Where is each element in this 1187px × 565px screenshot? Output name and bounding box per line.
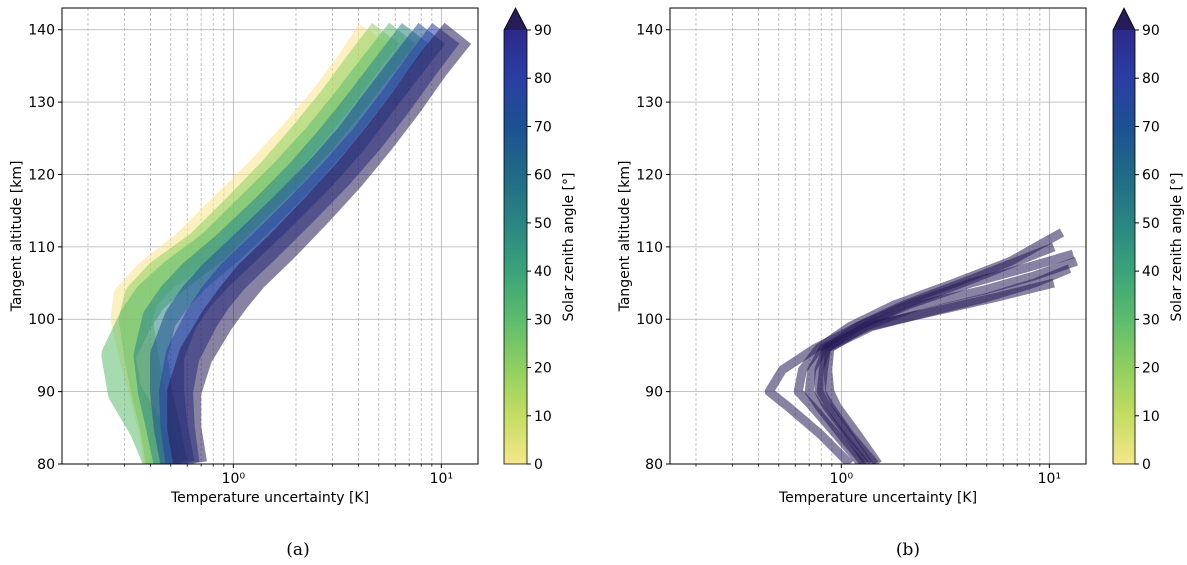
series-line (804, 278, 1055, 464)
y-tick-label: 110 (636, 240, 663, 256)
x-tick-label: 10¹ (430, 471, 453, 487)
colorbar-tick-label: 60 (534, 168, 552, 184)
x-axis-label: Temperature uncertainty [K] (170, 490, 369, 506)
y-axis-label: Tangent altitude [km] (9, 161, 25, 313)
colorbar: 0 10 20 30 40 50 60 70 80 90 Solar zenith angle [°… (1112, 7, 1185, 473)
colorbar-fill (1113, 30, 1135, 464)
colorbar-tick-label: 90 (534, 23, 552, 39)
colorbar-tick-label: 80 (1142, 71, 1160, 87)
y-tick-label: 130 (636, 95, 663, 111)
y-tick-label: 110 (28, 240, 55, 256)
colorbar-extend-arrow (1113, 8, 1135, 30)
colorbar-tick-label: 10 (1142, 409, 1160, 425)
y-tick-label: 100 (28, 312, 55, 328)
colorbar-label: Solar zenith angle [°] (561, 173, 577, 322)
colorbar-tick-label: 0 (1142, 457, 1151, 473)
y-tick-label: 140 (636, 23, 663, 39)
y-tick-label: 90 (645, 385, 663, 401)
colorbar-tick-label: 10 (534, 409, 552, 425)
colorbar-tick-label: 50 (534, 216, 552, 232)
colorbar-outline (1112, 7, 1136, 465)
colorbar-fill (504, 30, 527, 464)
y-tick-label: 140 (28, 23, 55, 39)
colorbar-tick-label: 50 (1142, 216, 1160, 232)
colorbar-tick-label: 70 (534, 119, 552, 135)
series-group (101, 22, 472, 464)
colorbar-outline (503, 7, 528, 465)
colorbar-extend-arrow (504, 8, 527, 30)
x-axis-label: Temperature uncertainty [K] (778, 490, 977, 506)
y-tick-label: 130 (28, 95, 55, 111)
colorbar-tick-label: 70 (1142, 119, 1160, 135)
colorbar-tick-label: 20 (534, 361, 552, 377)
x-tick-label: 10¹ (1038, 471, 1061, 487)
colorbar-tick-label: 0 (534, 457, 543, 473)
x-tick-label: 10⁰ (830, 471, 854, 487)
panel-caption: (b) (896, 540, 920, 560)
colorbar-tick-label: 20 (1142, 361, 1160, 377)
x-tick-label: 10⁰ (222, 471, 246, 487)
series-line (167, 22, 472, 464)
colorbar-tick-label: 30 (1142, 312, 1160, 328)
y-tick-label: 90 (37, 385, 55, 401)
colorbar-label: Solar zenith angle [°] (1169, 173, 1185, 322)
axes-frame (61, 7, 479, 465)
colorbar-tick-label: 40 (534, 264, 552, 280)
panel-caption: (a) (286, 540, 309, 560)
y-tick-label: 80 (645, 457, 663, 473)
colorbar-tick-label: 90 (1142, 23, 1160, 39)
colorbar-tick-label: 80 (534, 71, 552, 87)
series-group (764, 228, 1078, 464)
colorbar-tick-label: 60 (1142, 168, 1160, 184)
y-axis-label: Tangent altitude [km] (617, 161, 633, 313)
colorbar-tick-label: 40 (1142, 264, 1160, 280)
colorbar: 0 10 20 30 40 50 60 70 80 90 Solar zenith angle [°… (503, 7, 577, 473)
y-tick-label: 80 (37, 457, 55, 473)
colorbar-tick-label: 30 (534, 312, 552, 328)
y-tick-label: 120 (636, 167, 663, 183)
axes-frame (669, 7, 1087, 465)
y-tick-label: 100 (636, 312, 663, 328)
grid (670, 8, 1086, 465)
y-tick-label: 120 (28, 167, 55, 183)
